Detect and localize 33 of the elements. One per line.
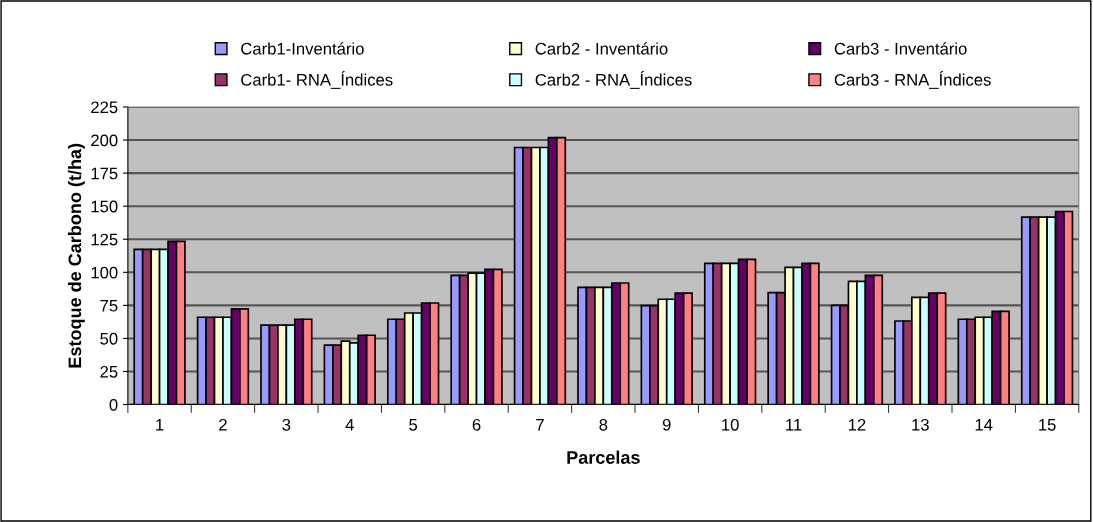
x-tick-label: 15: [1039, 419, 1056, 431]
legend-label: Carb1- RNA_Índices: [241, 71, 393, 89]
x-tick-label: 3: [282, 418, 291, 431]
y-tick-label: 150: [91, 200, 118, 213]
legend-label: Carb3 - Inventário: [834, 42, 967, 55]
x-tick-label: 12: [848, 418, 866, 431]
x-tick-label: 4: [345, 419, 354, 431]
x-tick-label: 5: [409, 419, 418, 431]
y-axis-title: Estoque de Carbono (t/ha): [67, 143, 85, 368]
legend-label: Carb3 - RNA_Índices: [834, 71, 991, 89]
y-tick-label: 125: [91, 233, 118, 246]
x-tick-label: 14: [975, 419, 993, 431]
x-tick-label: 10: [722, 418, 739, 431]
y-tick-label: 75: [100, 299, 118, 312]
y-tick-label: 200: [91, 134, 118, 147]
y-tick-label: 25: [100, 365, 118, 378]
legend-label: Carb2 - Inventário: [535, 42, 668, 55]
x-tick-label: 9: [662, 418, 671, 431]
y-tick-label: 175: [91, 167, 118, 180]
y-tick-label: 50: [100, 332, 118, 345]
legend-label: Carb1-Inventário: [241, 42, 364, 55]
legend-label: Carb2 - RNA_Índices: [535, 71, 692, 89]
x-axis-title: Parcelas: [567, 450, 640, 464]
x-tick-label: 6: [472, 418, 481, 431]
x-tick-label: 2: [219, 418, 227, 431]
y-tick-label: 0: [109, 398, 118, 411]
x-tick-label: 13: [912, 418, 929, 431]
y-tick-label: 225: [91, 101, 118, 114]
y-tick-label: 100: [91, 266, 118, 279]
x-tick-label: 8: [599, 418, 608, 431]
x-tick-label: 7: [536, 419, 544, 431]
x-tick-label: 11: [786, 419, 802, 431]
x-tick-label: 1: [156, 419, 164, 431]
